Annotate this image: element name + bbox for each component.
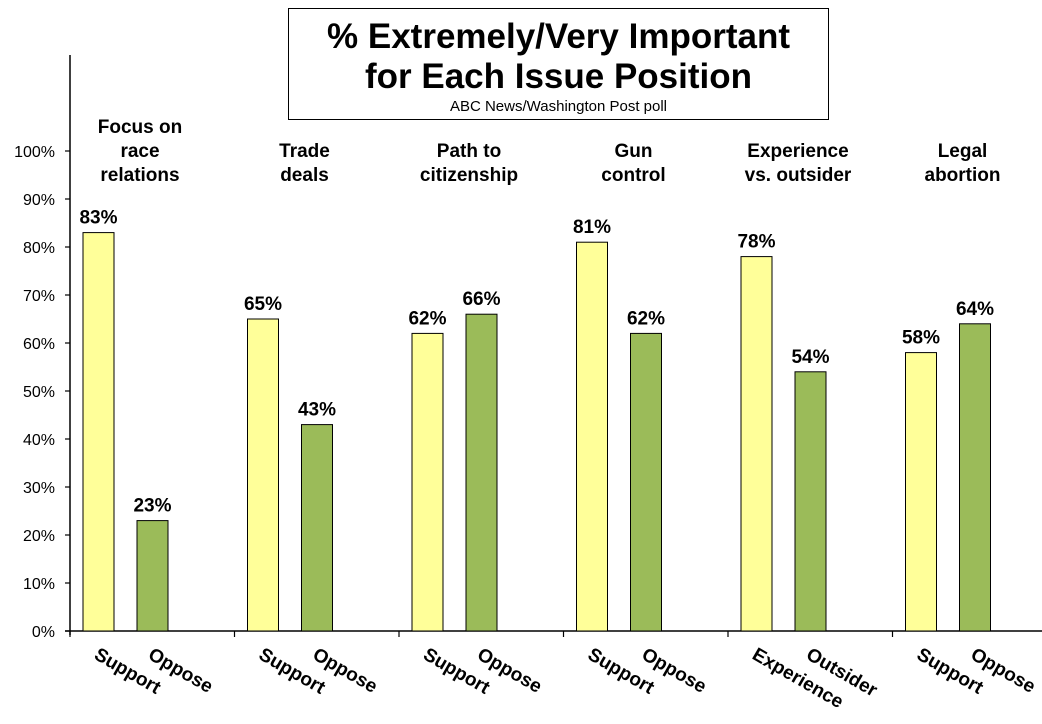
data-label: 66% [462,289,500,310]
category-label: citizenship [420,165,518,186]
category-label: Experience [747,141,848,162]
category-label: deals [280,165,329,186]
y-tick-label: 50% [23,384,55,401]
y-tick-label: 30% [23,480,55,497]
data-label: 65% [244,294,282,315]
y-tick-label: 40% [23,432,55,449]
y-tick-label: 0% [32,624,55,641]
bar [740,256,773,632]
y-tick-label: 10% [23,576,55,593]
title-box: % Extremely/Very Important for Each Issu… [288,8,829,120]
data-label: 54% [791,347,829,368]
bar [465,313,498,632]
bar [905,352,937,632]
bar [247,318,279,632]
y-tick-label: 60% [23,336,55,353]
y-tick-label: 100% [14,144,55,161]
bar [959,323,991,632]
data-label: 58% [902,328,940,349]
data-label: 83% [79,208,117,229]
data-label: 64% [956,299,994,320]
bar [411,332,444,632]
labels: Focus onracerelations83%Support23%Oppose… [79,117,1038,713]
axes: 0% 10% 20% 30% 40% 50% 60% 70% 80% 90% 100% [14,55,1042,641]
bar [136,520,169,632]
data-label: 62% [627,308,665,329]
y-tick-label: 80% [23,240,55,257]
category-label: Trade [279,141,330,162]
category-label: abortion [925,165,1001,186]
category-label: control [601,165,665,186]
category-label: Focus on [98,117,182,138]
category-label: vs. outsider [745,165,852,186]
category-label: Path to [437,141,501,162]
bar [794,371,827,632]
y-tick-label: 90% [23,192,55,209]
bar [576,241,608,632]
bars [82,232,991,632]
category-label: race [120,141,159,162]
data-label: 62% [408,308,446,329]
bar [301,424,333,632]
y-tick-label: 70% [23,288,55,305]
chart-title-line1: % Extremely/Very Important [327,17,790,56]
category-label: Legal [938,141,988,162]
category-label: Gun [615,141,653,162]
data-label: 43% [298,400,336,421]
chart-title-line2: for Each Issue Position [364,57,753,96]
chart-subtitle: ABC News/Washington Post poll [449,98,668,115]
y-tick-label: 20% [23,528,55,545]
data-label: 78% [737,232,775,253]
data-label: 23% [133,496,171,517]
bar [82,232,115,632]
bar [630,332,662,632]
data-label: 81% [573,217,611,238]
category-label: relations [100,165,179,186]
